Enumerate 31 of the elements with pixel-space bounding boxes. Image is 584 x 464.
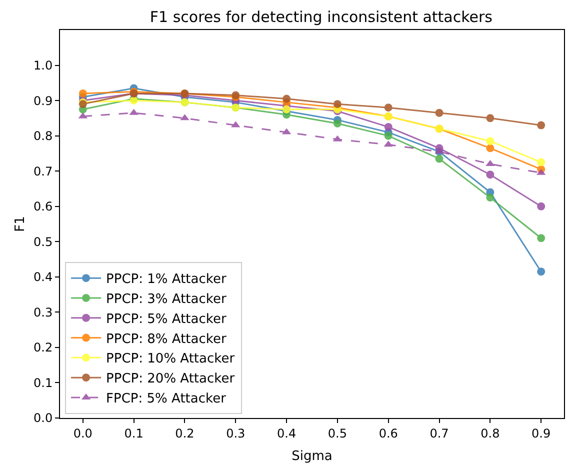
y-tick-label: 0.5	[34, 234, 53, 249]
y-tick-label: 0.6	[34, 200, 53, 214]
y-tick-label: 0.4	[34, 270, 53, 284]
x-tick-label: 0.3	[226, 426, 246, 440]
legend-label: PPCP: 5% Attacker	[106, 312, 227, 327]
y-tick-label: 0.2	[34, 340, 53, 355]
y-tick-label: 0.7	[34, 164, 53, 178]
x-tick-label: 0.5	[328, 426, 347, 440]
y-axis-title: F1	[13, 216, 28, 232]
y-tick-label: 1.0	[34, 58, 53, 72]
x-tick-label: 0.4	[277, 426, 296, 440]
x-tick-label: 0.7	[430, 426, 449, 440]
legend-label: PPCP: 1% Attacker	[106, 272, 227, 288]
legend-label: PPCP: 10% Attacker	[106, 352, 236, 367]
x-tick-label: 0.8	[480, 426, 500, 440]
chart-title: F1 scores for detecting inconsistent attackers	[150, 8, 493, 26]
legend-label: PPCP: 8% Attacker	[106, 332, 227, 347]
y-tick-label: 0.0	[34, 411, 53, 426]
y-tick-label: 0.1	[34, 376, 53, 390]
x-tick-label: 0.6	[378, 426, 398, 440]
legend-label: PPCP: 3% Attacker	[106, 292, 227, 308]
x-tick-label: 0.0	[73, 426, 92, 440]
y-tick-label: 0.9	[34, 94, 53, 108]
x-tick-label: 0.2	[175, 426, 194, 440]
x-tick-label: 0.9	[532, 426, 551, 440]
x-tick-label: 0.1	[124, 426, 144, 440]
y-tick-label: 0.8	[34, 129, 53, 144]
y-tick-label: 0.3	[34, 305, 53, 320]
x-axis-title: Sigma	[292, 449, 332, 464]
legend-label: PPCP: 20% Attacker	[106, 372, 236, 387]
legend-label: FPCP: 5% Attacker	[106, 392, 227, 407]
